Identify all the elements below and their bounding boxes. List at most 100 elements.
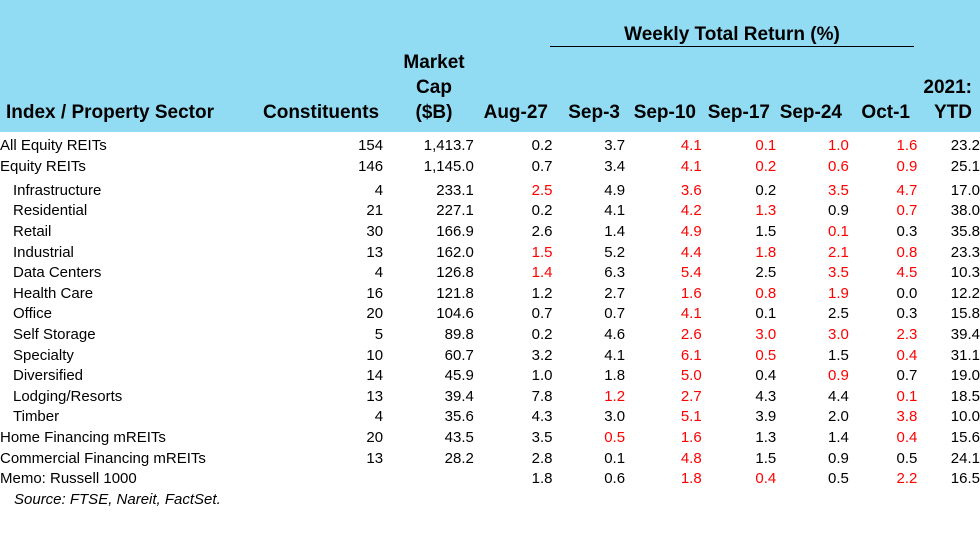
weekly-return-cell: 4.3 bbox=[531, 408, 553, 426]
weekly-return-cell: 4.3 bbox=[755, 387, 777, 405]
market-cap-cell: 60.7 bbox=[444, 346, 474, 364]
weekly-return-cell: 4.1 bbox=[680, 137, 702, 155]
ytd-cell: 25.1 bbox=[950, 157, 980, 175]
market-cap-cell: 28.2 bbox=[444, 449, 474, 467]
weekly-return-cell: 2.2 bbox=[896, 470, 918, 488]
row-label: Commercial Financing mREITs bbox=[0, 449, 206, 467]
weekly-return-cell: 0.9 bbox=[828, 449, 849, 467]
weekly-return-cell: 4.7 bbox=[896, 182, 918, 200]
weekly-return-cell: 4.5 bbox=[896, 264, 918, 282]
weekly-return-cell: 5.2 bbox=[604, 243, 626, 261]
market-cap-cell: 121.8 bbox=[436, 284, 474, 302]
table-row: Retail 30 166.9 2.6 1.4 4.9 1.5 0.1 0.3 35.8 bbox=[0, 222, 980, 243]
weekly-return-cell: 1.8 bbox=[680, 470, 702, 488]
market-cap-cell: 43.5 bbox=[444, 429, 474, 447]
weekly-return-cell: 0.3 bbox=[896, 305, 918, 323]
weekly-return-cell: 0.8 bbox=[755, 284, 777, 302]
row-label: Residential bbox=[13, 202, 88, 220]
weekly-return-cell: 4.4 bbox=[828, 387, 849, 405]
header-week-aug-27: Aug-27 bbox=[483, 102, 548, 123]
ytd-cell: 39.4 bbox=[950, 326, 980, 344]
header-week-sep-24: Sep-24 bbox=[779, 102, 842, 123]
row-label: Self Storage bbox=[13, 326, 96, 344]
ytd-cell: 35.8 bbox=[950, 223, 980, 241]
weekly-return-cell: 1.4 bbox=[828, 429, 849, 447]
weekly-return-cell: 3.5 bbox=[531, 429, 553, 447]
table-row: Data Centers 4 126.8 1.4 6.3 5.4 2.5 3.5 4.5 10.3 bbox=[0, 263, 980, 284]
weekly-return-cell: 4.9 bbox=[604, 182, 626, 200]
row-label: Timber bbox=[13, 408, 60, 426]
row-label: Data Centers bbox=[13, 264, 102, 282]
weekly-return-cell: 7.8 bbox=[531, 387, 553, 405]
table-row: Equity REITs 146 1,145.0 0.7 3.4 4.1 0.2 0.6 0.9… bbox=[0, 157, 980, 178]
weekly-return-cell: 0.9 bbox=[828, 202, 849, 220]
weekly-return-cell: 0.7 bbox=[896, 367, 918, 385]
table-row: Specialty 10 60.7 3.2 4.1 6.1 0.5 1.5 0.4 31.1 bbox=[0, 345, 980, 366]
row-label: All Equity REITs bbox=[0, 137, 107, 155]
weekly-return-cell: 2.6 bbox=[680, 326, 702, 344]
weekly-return-cell: 4.2 bbox=[680, 202, 702, 220]
weekly-return-cell: 3.0 bbox=[604, 408, 626, 426]
weekly-return-cell: 1.5 bbox=[755, 449, 777, 467]
header-index: Index / Property Sector bbox=[6, 102, 215, 123]
ytd-cell: 31.1 bbox=[950, 346, 980, 364]
weekly-return-cell: 3.5 bbox=[828, 264, 849, 282]
table-row: Timber 4 35.6 4.3 3.0 5.1 3.9 2.0 3.8 10.0 bbox=[0, 407, 980, 428]
weekly-return-cell: 0.4 bbox=[755, 470, 777, 488]
weekly-return-cell: 0.1 bbox=[755, 305, 777, 323]
weekly-return-cell: 0.8 bbox=[896, 243, 918, 261]
weekly-return-cell: 0.0 bbox=[896, 284, 918, 302]
table-row: Industrial 13 162.0 1.5 5.2 4.4 1.8 2.1 0.8 23.3 bbox=[0, 242, 980, 263]
constituents-cell: 154 bbox=[358, 137, 384, 155]
weekly-return-cell: 0.7 bbox=[531, 157, 553, 175]
weekly-return-cell: 0.7 bbox=[604, 305, 626, 323]
weekly-return-cell: 1.8 bbox=[755, 243, 777, 261]
weekly-return-cell: 0.1 bbox=[755, 137, 777, 155]
header-week-sep-17: Sep-17 bbox=[707, 102, 770, 123]
weekly-return-cell: 0.1 bbox=[896, 387, 918, 405]
row-label: Home Financing mREITs bbox=[0, 429, 166, 447]
table-row: All Equity REITs 154 1,413.7 0.2 3.7 4.1 0.1 1.… bbox=[0, 136, 980, 157]
ytd-cell: 15.8 bbox=[950, 305, 980, 323]
weekly-return-cell: 0.2 bbox=[755, 157, 777, 175]
constituents-cell: 20 bbox=[366, 429, 384, 447]
table-body: All Equity REITs 154 1,413.7 0.2 3.7 4.1 0.1 1.… bbox=[0, 136, 980, 490]
weekly-return-cell: 1.0 bbox=[828, 137, 849, 155]
table-row: Residential 21 227.1 0.2 4.1 4.2 1.3 0.9 0.7 38.0 bbox=[0, 201, 980, 222]
weekly-return-cell: 4.9 bbox=[680, 223, 702, 241]
weekly-return-cell: 4.1 bbox=[604, 346, 626, 364]
weekly-return-cell: 0.7 bbox=[531, 305, 553, 323]
weekly-return-cell: 0.3 bbox=[896, 223, 918, 241]
constituents-cell: 20 bbox=[366, 305, 384, 323]
weekly-return-cell: 6.1 bbox=[680, 346, 702, 364]
weekly-return-cell: 1.3 bbox=[755, 429, 777, 447]
ytd-cell: 18.5 bbox=[950, 387, 980, 405]
weekly-return-cell: 4.6 bbox=[604, 326, 626, 344]
weekly-return-cell: 0.2 bbox=[531, 202, 553, 220]
weekly-return-cell: 0.4 bbox=[755, 367, 777, 385]
table-row: Self Storage 5 89.8 0.2 4.6 2.6 3.0 3.0 2.3 39.4 bbox=[0, 325, 980, 346]
weekly-return-cell: 0.1 bbox=[828, 223, 849, 241]
row-label: Diversified bbox=[13, 367, 84, 385]
weekly-return-cell: 2.5 bbox=[755, 264, 777, 282]
weekly-return-cell: 1.5 bbox=[531, 243, 553, 261]
constituents-cell: 21 bbox=[366, 202, 384, 220]
table-row: Memo: Russell 1000 1.8 0.6 1.8 0.4 0.5 2.2 16.5 bbox=[0, 469, 980, 490]
row-label: Specialty bbox=[13, 346, 74, 364]
weekly-return-cell: 1.3 bbox=[755, 202, 777, 220]
weekly-return-cell: 2.0 bbox=[828, 408, 849, 426]
ytd-cell: 12.2 bbox=[950, 284, 980, 302]
weekly-return-cell: 4.4 bbox=[680, 243, 702, 261]
table-row: Diversified 14 45.9 1.0 1.8 5.0 0.4 0.9 0.7 19.0 bbox=[0, 366, 980, 387]
returns-table: All Equity REITs 154 1,413.7 0.2 3.7 4.1 0.1 1.… bbox=[0, 136, 980, 490]
row-label: Industrial bbox=[13, 243, 74, 261]
weekly-return-cell: 0.5 bbox=[828, 470, 849, 488]
market-cap-cell: 35.6 bbox=[444, 408, 474, 426]
market-cap-cell: 89.8 bbox=[444, 326, 474, 344]
weekly-return-cell: 1.5 bbox=[755, 223, 777, 241]
constituents-cell: 13 bbox=[366, 243, 384, 261]
table-row: Office 20 104.6 0.7 0.7 4.1 0.1 2.5 0.3 15.8 bbox=[0, 304, 980, 325]
weekly-return-cell: 2.5 bbox=[531, 182, 553, 200]
row-label: Lodging/Resorts bbox=[13, 387, 123, 405]
weekly-return-cell: 0.6 bbox=[604, 470, 626, 488]
